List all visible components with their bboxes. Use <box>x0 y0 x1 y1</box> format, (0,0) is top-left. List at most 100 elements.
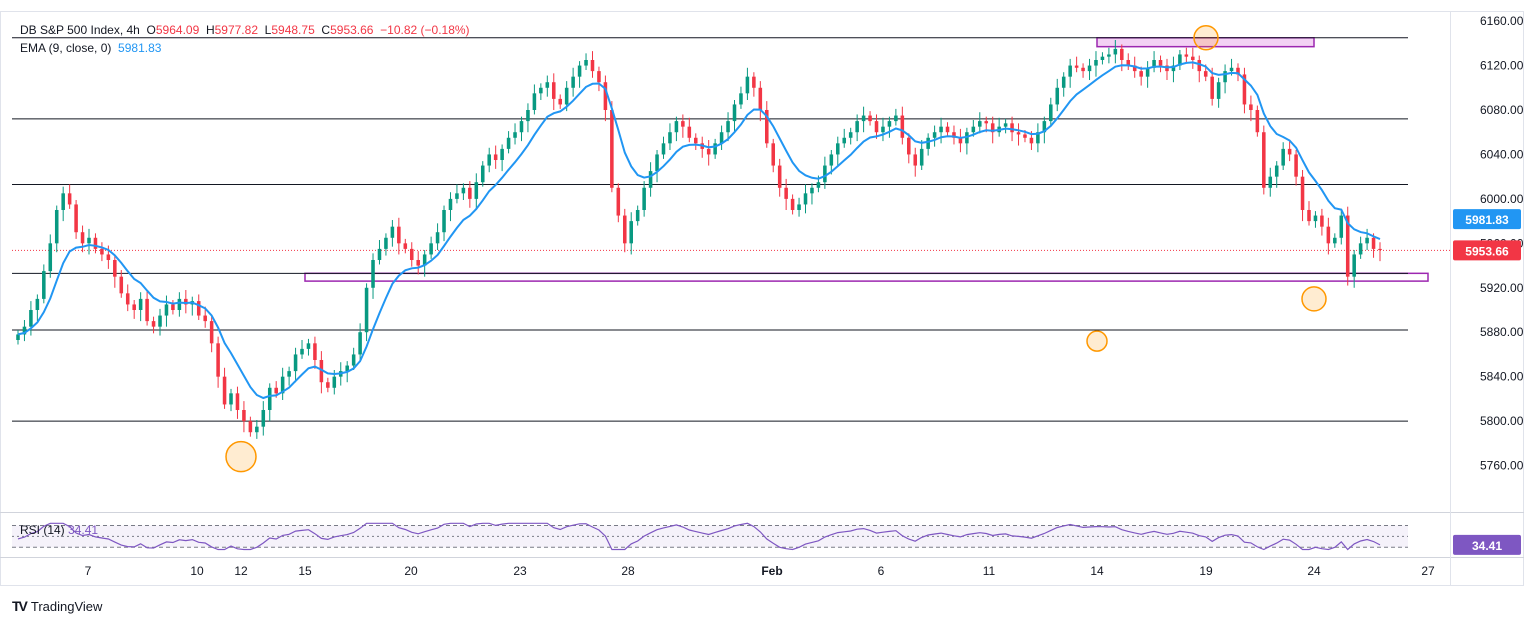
candle-body <box>42 271 46 299</box>
candle-body <box>1262 132 1266 188</box>
candle-body <box>468 187 472 199</box>
x-tick-label: 11 <box>983 564 996 578</box>
candle-body <box>1132 65 1137 72</box>
y-tick-label: 5920.00 <box>1480 281 1524 295</box>
candle-body <box>719 132 724 144</box>
candle-body <box>158 315 162 327</box>
candle-body <box>48 243 53 272</box>
candle-body <box>732 104 737 122</box>
candle-body <box>235 393 240 410</box>
candle-body <box>300 348 304 355</box>
candle-body <box>493 154 498 160</box>
candle-body <box>1074 65 1079 68</box>
candle-body <box>687 126 692 138</box>
x-tick-label: 24 <box>1307 564 1321 578</box>
rsi-legend[interactable]: RSI (14) 34.41 <box>20 523 98 537</box>
candle-body <box>1010 123 1014 133</box>
candle-body <box>532 93 537 110</box>
candle-body <box>842 137 847 144</box>
candle-body <box>100 248 104 255</box>
candle-body <box>577 65 582 77</box>
x-tick-label: 27 <box>1421 564 1435 578</box>
candle-body <box>990 123 995 133</box>
candle-body <box>1036 132 1040 144</box>
brand-name: TradingView <box>30 598 103 614</box>
ema-price-label: 5981.83 <box>1465 213 1509 227</box>
candle-body <box>177 298 182 310</box>
low-label: L <box>264 23 272 37</box>
candle-body <box>726 121 730 133</box>
candle-body <box>287 371 291 377</box>
x-tick-label: 20 <box>404 564 418 578</box>
candle-body <box>422 254 427 266</box>
ema-legend[interactable]: EMA (9, close, 0) 5981.83 <box>20 41 161 55</box>
candle-body <box>448 198 453 210</box>
close-label: C <box>321 23 331 37</box>
rsi-value-inline: 34.41 <box>68 523 99 537</box>
candle-body <box>855 121 859 133</box>
candle-body <box>80 232 85 244</box>
candle-body <box>1229 67 1234 72</box>
candle-body <box>274 387 278 394</box>
candle-body <box>1029 137 1034 144</box>
candle-body <box>513 132 517 138</box>
x-tick-label: 12 <box>234 564 248 578</box>
candle-body <box>668 132 672 144</box>
candle-body <box>474 182 479 199</box>
candle-body <box>674 121 679 133</box>
candle-body <box>390 226 395 238</box>
candle-body <box>1313 215 1318 222</box>
candle-body <box>551 82 556 99</box>
candle-body <box>661 143 666 155</box>
candle-body <box>745 76 750 94</box>
rsi-label: RSI (14) <box>20 523 65 537</box>
candle-body <box>1223 71 1227 83</box>
candle-body <box>280 376 285 394</box>
candle-body <box>887 121 892 127</box>
candle-body <box>790 198 795 210</box>
candle-body <box>429 243 433 255</box>
candle-body <box>1320 215 1324 227</box>
symbol-label: DB S&P 500 Index, 4h <box>20 23 140 37</box>
candle-body <box>442 210 446 233</box>
candle-body <box>765 110 769 144</box>
candle-body <box>293 354 298 372</box>
candle-body <box>539 87 543 94</box>
y-tick-label: 6160.00 <box>1480 14 1524 28</box>
tradingview-logo[interactable]: TV TradingView <box>12 598 102 614</box>
candle-body <box>500 148 504 160</box>
candle-body <box>1307 210 1311 222</box>
candle-body <box>1016 132 1021 135</box>
candle-body <box>622 215 627 244</box>
low-value: 5948.75 <box>271 23 315 37</box>
candle-body <box>907 137 911 155</box>
ema-line <box>17 61 1381 400</box>
candle-body <box>823 165 827 183</box>
candle-body <box>35 298 40 310</box>
candle-body <box>1178 54 1182 66</box>
candle-body <box>945 126 950 133</box>
candle-body <box>1055 87 1060 105</box>
candle-body <box>868 115 872 122</box>
rsi-line <box>17 522 1381 551</box>
candle-body <box>480 165 485 183</box>
x-tick-label: 28 <box>621 564 635 578</box>
candle-body <box>16 334 20 340</box>
candle-body <box>797 204 801 210</box>
candle-body <box>371 260 375 288</box>
candle-body <box>313 343 317 360</box>
candle-body <box>61 193 65 210</box>
candle-body <box>358 332 362 355</box>
candle-body <box>1236 67 1240 75</box>
y-tick-label: 5800.00 <box>1480 414 1524 428</box>
highlight-circle <box>1193 25 1219 51</box>
candle-body <box>119 276 124 294</box>
candle-body <box>803 193 808 205</box>
candle-body <box>1268 176 1273 188</box>
candle-body <box>1345 215 1350 277</box>
candle-body <box>132 304 136 310</box>
candle-body <box>848 132 853 138</box>
candle-body <box>900 115 905 138</box>
